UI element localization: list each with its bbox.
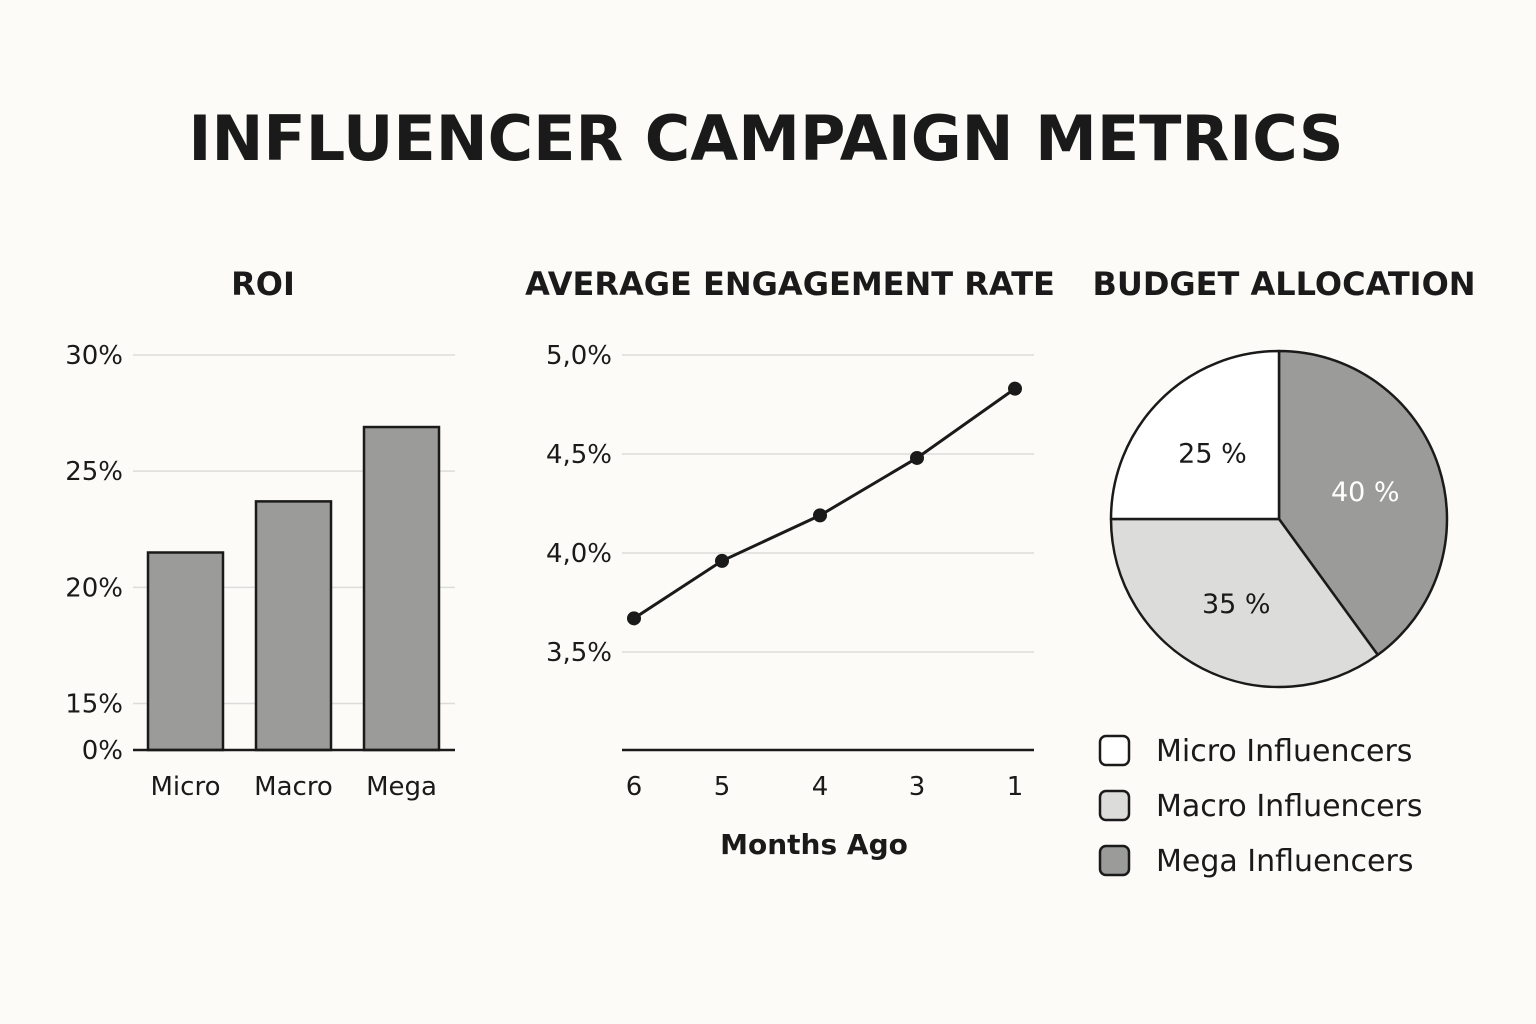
engagement-x-tick-label: 4 xyxy=(812,772,829,802)
engagement-x-axis-label: Months Ago xyxy=(720,828,908,861)
pie-slice-label: 35 % xyxy=(1202,589,1271,620)
roi-x-axis-ticks: Micro Macro Mega xyxy=(151,772,437,802)
roi-y-tick-label: 20% xyxy=(65,573,123,603)
pie-slice-micro xyxy=(1109,349,1281,521)
pie-slice-labels: 40 % 35 % 25 % xyxy=(1178,438,1399,619)
roi-bars xyxy=(146,425,441,752)
legend-swatch-micro xyxy=(1098,734,1131,767)
page-title: INFLUENCER CAMPAIGN METRICS xyxy=(188,102,1343,175)
budget-pie-chart: BUDGET ALLOCATION 40 % 35 % 25 % Micro Inf… xyxy=(1092,265,1475,879)
roi-chart-title: ROI xyxy=(231,265,295,303)
engagement-gridlines xyxy=(622,354,1034,653)
engagement-x-tick-label: 3 xyxy=(909,772,926,802)
pie-slice-label: 40 % xyxy=(1331,477,1400,508)
engagement-y-tick-label: 4,0% xyxy=(546,539,612,569)
engagement-chart-title: AVERAGE ENGAGEMENT RATE xyxy=(525,265,1055,303)
engagement-point xyxy=(1008,381,1022,396)
legend-label: Macro Influencers xyxy=(1156,789,1422,824)
engagement-y-tick-label: 3,5% xyxy=(546,638,612,668)
roi-x-tick-label: Macro xyxy=(254,772,333,802)
roi-y-axis-ticks: 0% 15% 20% 25% 30% xyxy=(65,341,123,766)
roi-bar-chart: ROI 0% 15% 20% 25% 30% Micro Macro Mega xyxy=(65,265,455,802)
engagement-y-axis-ticks: 3,5% 4,0% 4,5% 5,0% xyxy=(546,341,612,668)
engagement-point xyxy=(715,553,729,568)
engagement-line-chart: AVERAGE ENGAGEMENT RATE 3,5% 4,0% 4,5% 5,0%… xyxy=(525,265,1055,861)
legend-label: Micro Influencers xyxy=(1156,734,1412,769)
engagement-x-tick-label: 1 xyxy=(1007,772,1024,802)
engagement-point xyxy=(910,450,924,465)
engagement-points xyxy=(627,381,1022,626)
engagement-y-tick-label: 4,5% xyxy=(546,440,612,470)
engagement-y-tick-label: 5,0% xyxy=(546,341,612,371)
pie-slice-macro xyxy=(1109,517,1379,689)
pie-slices xyxy=(1109,349,1449,689)
engagement-series-line xyxy=(633,387,1016,620)
engagement-x-tick-label: 5 xyxy=(714,772,731,802)
roi-x-tick-label: Micro xyxy=(151,772,221,802)
pie-slice-mega xyxy=(1277,349,1449,657)
budget-chart-title: BUDGET ALLOCATION xyxy=(1092,265,1475,303)
engagement-point xyxy=(813,508,827,523)
legend-label: Mega Influencers xyxy=(1156,844,1413,879)
roi-bar-macro xyxy=(254,500,333,752)
roi-y-tick-label: 15% xyxy=(65,690,123,720)
engagement-point xyxy=(627,611,641,626)
engagement-x-axis-ticks: 6 5 4 3 1 xyxy=(626,772,1024,802)
roi-y-tick-label: 0% xyxy=(82,736,123,766)
roi-y-tick-label: 30% xyxy=(65,341,123,371)
roi-x-tick-label: Mega xyxy=(366,772,437,802)
roi-bar-micro xyxy=(146,551,225,752)
legend-swatch-macro xyxy=(1098,789,1131,822)
engagement-x-tick-label: 6 xyxy=(626,772,643,802)
pie-slice-label: 25 % xyxy=(1178,438,1247,469)
roi-bar-mega xyxy=(362,425,441,752)
roi-y-tick-label: 25% xyxy=(65,457,123,487)
pie-legend: Micro Influencers Macro Influencers Mega I… xyxy=(1098,734,1422,879)
legend-swatch-mega xyxy=(1098,844,1131,877)
